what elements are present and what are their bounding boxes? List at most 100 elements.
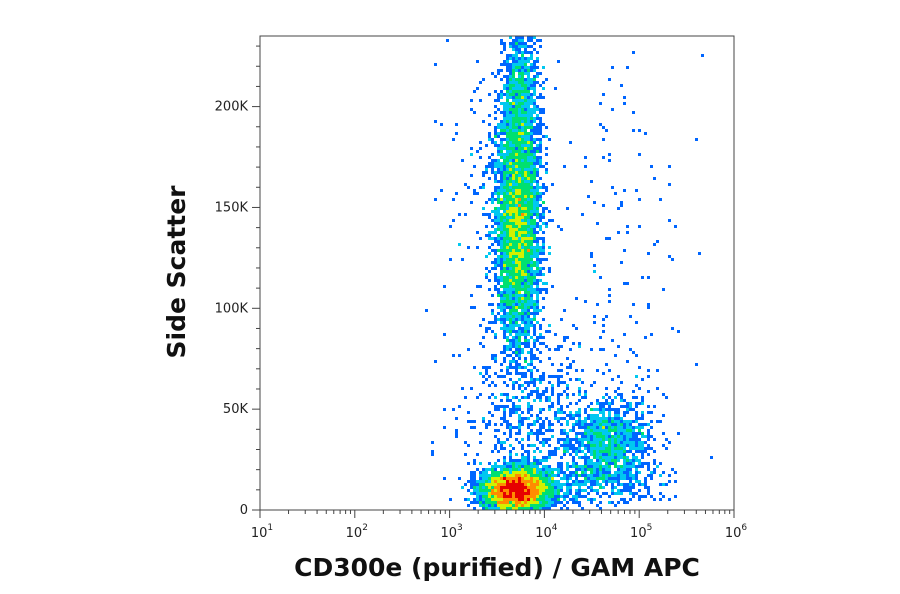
density-cell xyxy=(542,207,545,210)
density-cell xyxy=(494,105,497,108)
density-cell xyxy=(506,339,509,342)
density-cell xyxy=(536,369,539,372)
density-cell xyxy=(632,432,635,435)
density-cell xyxy=(539,381,542,384)
density-cell xyxy=(584,156,587,159)
density-cell xyxy=(527,312,530,315)
density-cell xyxy=(506,315,509,318)
density-cell xyxy=(503,348,506,351)
density-cell xyxy=(512,195,515,198)
density-cell xyxy=(593,435,596,438)
density-cell xyxy=(653,450,656,453)
density-cell xyxy=(524,222,527,225)
density-cell xyxy=(593,498,596,501)
density-cell xyxy=(560,468,563,471)
density-cell xyxy=(524,252,527,255)
density-cell xyxy=(530,351,533,354)
density-cell xyxy=(509,333,512,336)
density-cell xyxy=(539,441,542,444)
density-cell xyxy=(578,408,581,411)
density-cell xyxy=(509,216,512,219)
density-cell xyxy=(647,429,650,432)
density-cell xyxy=(605,483,608,486)
density-cell xyxy=(533,222,536,225)
density-cell xyxy=(551,495,554,498)
density-cell xyxy=(509,93,512,96)
density-cell xyxy=(632,438,635,441)
density-cell xyxy=(566,462,569,465)
density-cell xyxy=(608,429,611,432)
density-cell xyxy=(512,219,515,222)
density-cell xyxy=(500,444,503,447)
density-cell xyxy=(518,81,521,84)
density-cell xyxy=(509,480,512,483)
density-cell xyxy=(470,201,473,204)
density-cell xyxy=(560,471,563,474)
density-cell xyxy=(521,90,524,93)
density-cell xyxy=(524,249,527,252)
density-cell xyxy=(476,231,479,234)
density-cell xyxy=(527,66,530,69)
density-cell xyxy=(518,252,521,255)
density-cell xyxy=(515,276,518,279)
density-cell xyxy=(623,462,626,465)
density-cell xyxy=(524,57,527,60)
density-cell xyxy=(626,486,629,489)
density-cell xyxy=(533,339,536,342)
density-cell xyxy=(557,486,560,489)
density-cell xyxy=(530,486,533,489)
density-cell xyxy=(494,264,497,267)
density-cell xyxy=(530,69,533,72)
density-cell xyxy=(617,450,620,453)
density-cell xyxy=(536,507,539,510)
density-cell xyxy=(602,480,605,483)
density-cell xyxy=(518,138,521,141)
density-cell xyxy=(539,351,542,354)
density-cell xyxy=(515,408,518,411)
density-cell xyxy=(506,114,509,117)
density-cell xyxy=(530,471,533,474)
density-cell xyxy=(608,417,611,420)
density-cell xyxy=(590,450,593,453)
density-cell xyxy=(530,195,533,198)
density-cell xyxy=(629,459,632,462)
density-cell xyxy=(548,219,551,222)
density-cell xyxy=(479,393,482,396)
density-cell xyxy=(497,153,500,156)
density-cell xyxy=(614,453,617,456)
density-cell xyxy=(533,132,536,135)
density-cell xyxy=(611,402,614,405)
density-cell xyxy=(530,300,533,303)
density-cell xyxy=(599,438,602,441)
density-cell xyxy=(548,483,551,486)
density-cell xyxy=(512,465,515,468)
density-cell xyxy=(527,39,530,42)
density-cell xyxy=(623,456,626,459)
density-cell xyxy=(638,387,641,390)
density-cell xyxy=(503,48,506,51)
density-cell xyxy=(530,192,533,195)
density-cell xyxy=(620,429,623,432)
density-cell xyxy=(470,477,473,480)
density-cell xyxy=(566,441,569,444)
density-cell xyxy=(524,162,527,165)
density-cell xyxy=(554,504,557,507)
density-cell xyxy=(512,111,515,114)
density-cell xyxy=(611,438,614,441)
density-cell xyxy=(515,171,518,174)
density-cell xyxy=(596,477,599,480)
density-cell xyxy=(614,420,617,423)
density-cell xyxy=(515,330,518,333)
density-cell xyxy=(602,156,605,159)
density-cell xyxy=(512,45,515,48)
density-cell xyxy=(527,450,530,453)
density-cell xyxy=(515,219,518,222)
density-cell xyxy=(638,483,641,486)
density-cell xyxy=(488,123,491,126)
density-cell xyxy=(542,108,545,111)
density-cell xyxy=(512,384,515,387)
density-cell xyxy=(533,69,536,72)
density-cell xyxy=(638,465,641,468)
density-cell xyxy=(503,441,506,444)
density-cell xyxy=(497,294,500,297)
